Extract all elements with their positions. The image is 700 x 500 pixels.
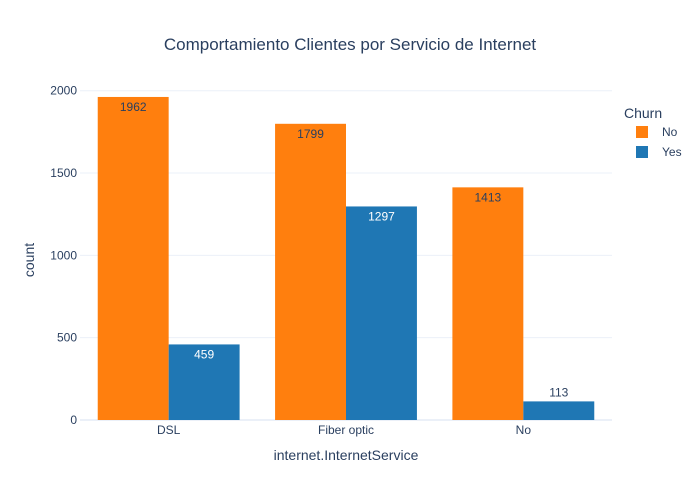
bars: [97, 96, 595, 421]
legend-title: Churn: [624, 105, 662, 121]
legend-item-no[interactable]: No: [636, 125, 678, 139]
bar-value-label: 1413: [475, 190, 502, 204]
bar-value-label: 1297: [368, 209, 395, 223]
bar-labels: 1962 459 1799 1297 1413 113: [120, 100, 569, 399]
x-tick-label: No: [516, 423, 532, 437]
y-tick-label: 1500: [50, 166, 77, 180]
legend[interactable]: Churn No Yes: [624, 105, 682, 159]
legend-item-yes[interactable]: Yes: [636, 145, 682, 159]
y-tick-label: 1000: [50, 248, 77, 262]
bar-value-label: 459: [194, 347, 214, 361]
x-tick-label: Fiber optic: [318, 423, 374, 437]
legend-items[interactable]: No Yes: [636, 125, 682, 159]
legend-label: Yes: [662, 145, 682, 159]
bar-value-label: 113: [549, 385, 568, 399]
bar-yes-dsl[interactable]: [168, 344, 240, 420]
y-tick-label: 2000: [50, 84, 77, 98]
bar-no-fiber-optic[interactable]: [275, 123, 346, 421]
y-tick-label: 0: [70, 413, 77, 427]
bar-no-no[interactable]: [452, 187, 524, 420]
bar-no-dsl[interactable]: [97, 96, 169, 421]
x-axis-ticks: DSL Fiber optic No: [157, 423, 531, 437]
y-axis-ticks: 0 500 1000 1500 2000: [50, 84, 77, 427]
x-tick-label: DSL: [157, 423, 181, 437]
legend-swatch: [636, 126, 648, 138]
bar-value-label: 1799: [297, 127, 324, 141]
legend-label: No: [662, 125, 678, 139]
legend-swatch: [636, 146, 648, 158]
bar-yes-no[interactable]: [523, 401, 595, 420]
y-tick-label: 500: [57, 331, 77, 345]
chart-title: Comportamiento Clientes por Servicio de …: [164, 35, 537, 54]
y-axis-title: count: [21, 243, 37, 277]
bar-value-label: 1962: [120, 100, 147, 114]
bar-yes-fiber-optic[interactable]: [346, 206, 417, 420]
x-axis-title: internet.InternetService: [274, 447, 419, 463]
